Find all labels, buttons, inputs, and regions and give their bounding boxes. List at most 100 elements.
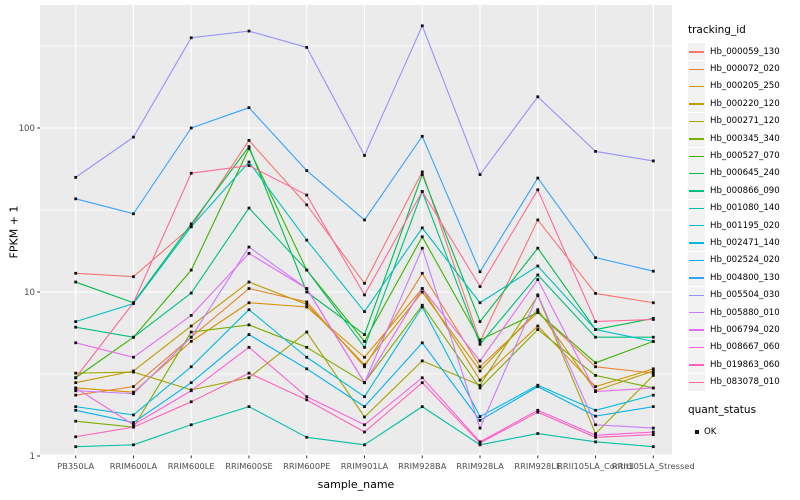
data-point-Hb_001195_020 xyxy=(651,339,655,343)
data-point-Hb_008667_060 xyxy=(363,423,366,427)
data-point-Hb_001195_020 xyxy=(247,160,251,164)
data-point-Hb_006794_020 xyxy=(536,278,540,282)
data-point-Hb_000205_250 xyxy=(363,355,366,359)
data-point-Hb_002524_020 xyxy=(420,341,424,345)
data-point-Hb_001080_140 xyxy=(536,432,540,435)
data-point-Hb_001080_140 xyxy=(247,405,251,409)
legend-item-ok: OK xyxy=(688,424,798,441)
legend-item-label: Hb_000866_090 xyxy=(710,185,780,196)
legend-item-Hb_005880_010: Hb_005880_010 xyxy=(688,304,798,322)
data-point-Hb_002524_020 xyxy=(305,367,309,371)
data-point-Hb_000059_130 xyxy=(363,281,366,285)
data-point-Hb_005880_010 xyxy=(132,392,135,396)
data-point-Hb_005504_030 xyxy=(305,46,309,49)
x-tick-label: RRIM928LA xyxy=(456,461,504,471)
data-point-Hb_000271_120 xyxy=(247,376,251,380)
data-point-Hb_000205_250 xyxy=(478,378,482,382)
data-point-Hb_000645_240 xyxy=(189,222,193,226)
data-point-Hb_004800_130 xyxy=(651,269,655,273)
data-point-Hb_004800_130 xyxy=(189,126,193,130)
legend-key-swatch xyxy=(688,356,705,374)
legend-key-swatch xyxy=(688,251,705,269)
data-point-Hb_002524_020 xyxy=(478,418,482,422)
legend-key-swatch xyxy=(688,43,705,61)
data-point-Hb_002471_140 xyxy=(478,415,482,418)
x-tick-label: RRIM600SE xyxy=(225,461,272,471)
data-point-Hb_000345_340 xyxy=(594,374,597,377)
data-point-Hb_002471_140 xyxy=(651,393,655,397)
legend-item-label: Hb_000527_070 xyxy=(710,151,780,162)
data-point-Hb_000645_240 xyxy=(363,333,366,336)
data-point-Hb_000866_090 xyxy=(132,335,135,339)
data-point-Hb_000059_130 xyxy=(420,170,424,174)
data-point-Hb_000072_020 xyxy=(74,393,78,397)
data-point-Hb_008667_060 xyxy=(651,430,655,434)
legend-key-swatch xyxy=(688,199,705,217)
legend-item-label: Hb_083078_010 xyxy=(710,377,780,388)
x-tick-label: RRIM928BA xyxy=(398,461,447,471)
data-point-Hb_002524_020 xyxy=(247,333,251,336)
data-point-Hb_083078_010 xyxy=(189,171,193,175)
data-point-Hb_006794_020 xyxy=(189,313,193,317)
data-point-Hb_083078_010 xyxy=(594,320,597,323)
data-point-Hb_000059_130 xyxy=(132,275,135,279)
data-point-Hb_000271_120 xyxy=(478,383,482,387)
data-point-Hb_006794_020 xyxy=(132,355,135,359)
legend-key-swatch xyxy=(688,321,705,339)
legend-item-Hb_083078_010: Hb_083078_010 xyxy=(688,373,798,391)
data-point-Hb_001080_140 xyxy=(420,405,424,409)
y-tick-label: 100 xyxy=(19,124,35,134)
data-point-Hb_005504_030 xyxy=(189,36,193,40)
legend-key-line-icon xyxy=(689,103,704,105)
data-point-Hb_000345_340 xyxy=(74,419,78,423)
data-point-Hb_000072_020 xyxy=(363,365,366,369)
data-point-Hb_001080_140 xyxy=(651,445,655,449)
data-point-Hb_000866_090 xyxy=(651,335,655,339)
data-point-Hb_005880_010 xyxy=(478,426,482,430)
legend-item-label: Hb_001080_140 xyxy=(710,203,780,214)
legend-item-Hb_000345_340: Hb_000345_340 xyxy=(688,130,798,148)
data-point-Hb_001080_140 xyxy=(189,423,193,427)
data-point-Hb_000271_120 xyxy=(420,359,424,363)
legend-item-Hb_001195_020: Hb_001195_020 xyxy=(688,217,798,235)
data-point-Hb_002524_020 xyxy=(363,405,366,409)
data-point-Hb_004800_130 xyxy=(363,218,366,222)
legend-item-label: Hb_002471_140 xyxy=(710,237,780,248)
data-point-Hb_083078_010 xyxy=(420,190,424,193)
legend-item-Hb_000645_240: Hb_000645_240 xyxy=(688,164,798,182)
data-point-Hb_019863_060 xyxy=(189,400,193,404)
y-tick-label: 10 xyxy=(24,288,35,298)
legend-item-Hb_000220_120: Hb_000220_120 xyxy=(688,95,798,113)
data-point-Hb_005504_030 xyxy=(594,149,597,153)
legend-item-label: Hb_000345_340 xyxy=(710,133,780,144)
data-point-Hb_000205_250 xyxy=(189,339,193,343)
legend-item-label: Hb_000271_120 xyxy=(710,116,780,127)
legend-key-swatch xyxy=(688,60,705,78)
legend-key-swatch xyxy=(688,373,705,391)
legend-item-label: Hb_000072_020 xyxy=(710,64,780,75)
legend-item-Hb_000866_090: Hb_000866_090 xyxy=(688,182,798,200)
legend-key-line-icon xyxy=(689,190,704,192)
legend-key-line-icon xyxy=(689,277,704,279)
data-point-Hb_000059_130 xyxy=(74,271,78,275)
data-point-Hb_000645_240 xyxy=(478,320,482,323)
legend-item-Hb_000072_020: Hb_000072_020 xyxy=(688,60,798,78)
legend-key-line-icon xyxy=(689,85,704,88)
data-point-Hb_005504_030 xyxy=(478,173,482,176)
legend-key-swatch xyxy=(688,286,705,304)
data-point-Hb_000866_090 xyxy=(536,273,540,277)
legend-key-line-icon xyxy=(689,68,704,70)
legend-item-label: Hb_002524_020 xyxy=(710,255,780,266)
data-point-Hb_019863_060 xyxy=(594,435,597,439)
data-point-Hb_005504_030 xyxy=(363,154,366,157)
data-point-Hb_000220_120 xyxy=(74,381,78,385)
legend-key-line-icon xyxy=(689,138,704,140)
data-point-Hb_000059_130 xyxy=(247,139,251,142)
data-point-Hb_004800_130 xyxy=(74,197,78,201)
legend-key-swatch xyxy=(688,112,705,130)
data-point-Hb_002524_020 xyxy=(74,408,78,412)
data-point-Hb_019863_060 xyxy=(132,425,135,429)
data-point-Hb_008667_060 xyxy=(247,345,251,349)
legend-item-label: Hb_000220_120 xyxy=(710,98,780,109)
data-point-Hb_083078_010 xyxy=(247,164,251,167)
